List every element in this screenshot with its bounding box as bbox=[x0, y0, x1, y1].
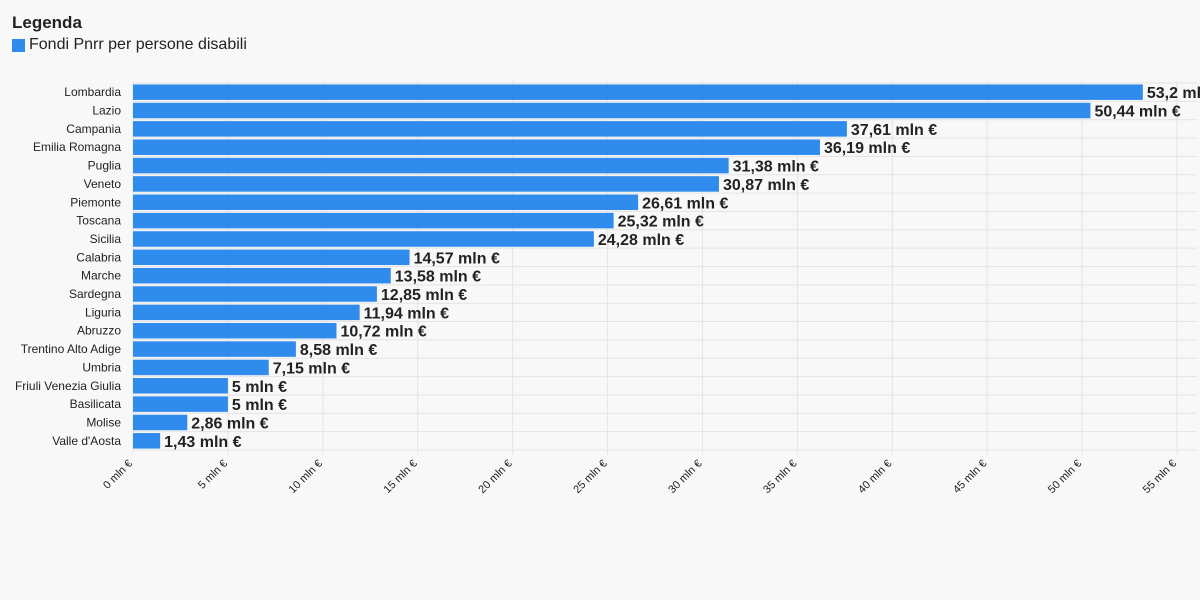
x-tick-label: 5 mln € bbox=[196, 458, 230, 492]
x-tick-label: 0 mln € bbox=[101, 458, 135, 492]
data-label: 8,58 mln € bbox=[300, 342, 377, 359]
bar[interactable] bbox=[133, 231, 594, 247]
category-label: Abruzzo bbox=[77, 324, 121, 338]
data-label: 5 mln € bbox=[232, 397, 287, 414]
category-label: Basilicata bbox=[70, 397, 122, 411]
bar[interactable] bbox=[133, 341, 296, 357]
category-label: Liguria bbox=[85, 305, 121, 319]
data-label: 24,28 mln € bbox=[598, 232, 684, 249]
category-label: Umbria bbox=[82, 360, 121, 374]
bar[interactable] bbox=[133, 267, 391, 284]
category-label: Toscana bbox=[76, 214, 121, 228]
data-label: 26,61 mln € bbox=[642, 195, 728, 212]
data-label: 12,85 mln € bbox=[381, 287, 467, 304]
category-label: Marche bbox=[81, 269, 121, 283]
category-label: Piemonte bbox=[70, 195, 121, 209]
data-label: 30,87 mln € bbox=[723, 177, 809, 194]
data-label: 31,38 mln € bbox=[733, 159, 819, 176]
legend-title: Legenda bbox=[12, 13, 82, 32]
category-label: Campania bbox=[66, 122, 121, 136]
data-label: 5 mln € bbox=[232, 379, 287, 396]
category-label: Puglia bbox=[88, 159, 122, 173]
category-label: Lazio bbox=[92, 104, 121, 118]
legend-entry[interactable]: Fondi Pnrr per persone disabili bbox=[12, 36, 247, 54]
bar[interactable] bbox=[133, 102, 1091, 119]
data-label: 2,86 mln € bbox=[191, 415, 268, 432]
bar[interactable] bbox=[133, 378, 228, 394]
bar[interactable] bbox=[133, 194, 639, 211]
bar[interactable] bbox=[133, 157, 729, 174]
legend: Legenda Fondi Pnrr per persone disabili bbox=[12, 12, 247, 54]
data-label: 25,32 mln € bbox=[618, 214, 704, 231]
x-tick-label: 10 mln € bbox=[287, 458, 325, 496]
bar[interactable] bbox=[133, 176, 719, 192]
category-label: Sicilia bbox=[90, 232, 122, 246]
x-tick-label: 45 mln € bbox=[951, 458, 989, 496]
data-label: 36,19 mln € bbox=[824, 140, 910, 157]
x-tick-label: 25 mln € bbox=[571, 458, 609, 496]
category-label: Emilia Romagna bbox=[33, 140, 121, 154]
x-tick-label: 20 mln € bbox=[476, 458, 514, 496]
bar[interactable] bbox=[133, 414, 188, 431]
x-tick-label: 50 mln € bbox=[1046, 458, 1084, 496]
data-label: 13,58 mln € bbox=[395, 269, 481, 286]
category-label: Calabria bbox=[76, 250, 121, 264]
legend-swatch bbox=[12, 38, 25, 52]
bar[interactable] bbox=[133, 212, 614, 229]
bar[interactable] bbox=[133, 249, 410, 266]
x-tick-label: 35 mln € bbox=[761, 458, 799, 496]
data-label: 37,61 mln € bbox=[851, 122, 937, 139]
data-label: 10,72 mln € bbox=[340, 324, 426, 341]
bar[interactable] bbox=[133, 121, 847, 137]
data-label: 14,57 mln € bbox=[414, 250, 500, 267]
category-label: Trentino Alto Adige bbox=[21, 342, 122, 356]
data-label: 11,94 mln € bbox=[364, 305, 449, 322]
bar[interactable] bbox=[133, 396, 228, 412]
x-tick-label: 30 mln € bbox=[666, 458, 704, 496]
x-tick-label: 15 mln € bbox=[382, 458, 420, 496]
category-label: Lombardia bbox=[64, 85, 121, 99]
bar[interactable] bbox=[133, 304, 360, 321]
bar[interactable] bbox=[133, 84, 1143, 100]
category-label: Valle d'Aosta bbox=[52, 434, 121, 448]
bar[interactable] bbox=[133, 433, 161, 449]
category-label: Friuli Venezia Giulia bbox=[15, 379, 121, 393]
category-label: Molise bbox=[86, 415, 121, 429]
data-label: 53,2 mln € bbox=[1147, 85, 1200, 102]
bar[interactable] bbox=[133, 322, 337, 339]
legend-entry-label: Fondi Pnrr per persone disabili bbox=[29, 36, 247, 53]
bar[interactable] bbox=[133, 359, 269, 376]
bar[interactable] bbox=[133, 139, 820, 155]
data-label: 1,43 mln € bbox=[164, 434, 241, 451]
bar[interactable] bbox=[133, 286, 377, 302]
x-tick-label: 40 mln € bbox=[856, 458, 894, 496]
category-label: Veneto bbox=[84, 177, 122, 191]
category-label: Sardegna bbox=[69, 287, 121, 301]
data-label: 7,15 mln € bbox=[273, 360, 350, 377]
x-tick-label: 55 mln € bbox=[1141, 458, 1179, 496]
data-label: 50,44 mln € bbox=[1094, 104, 1180, 121]
